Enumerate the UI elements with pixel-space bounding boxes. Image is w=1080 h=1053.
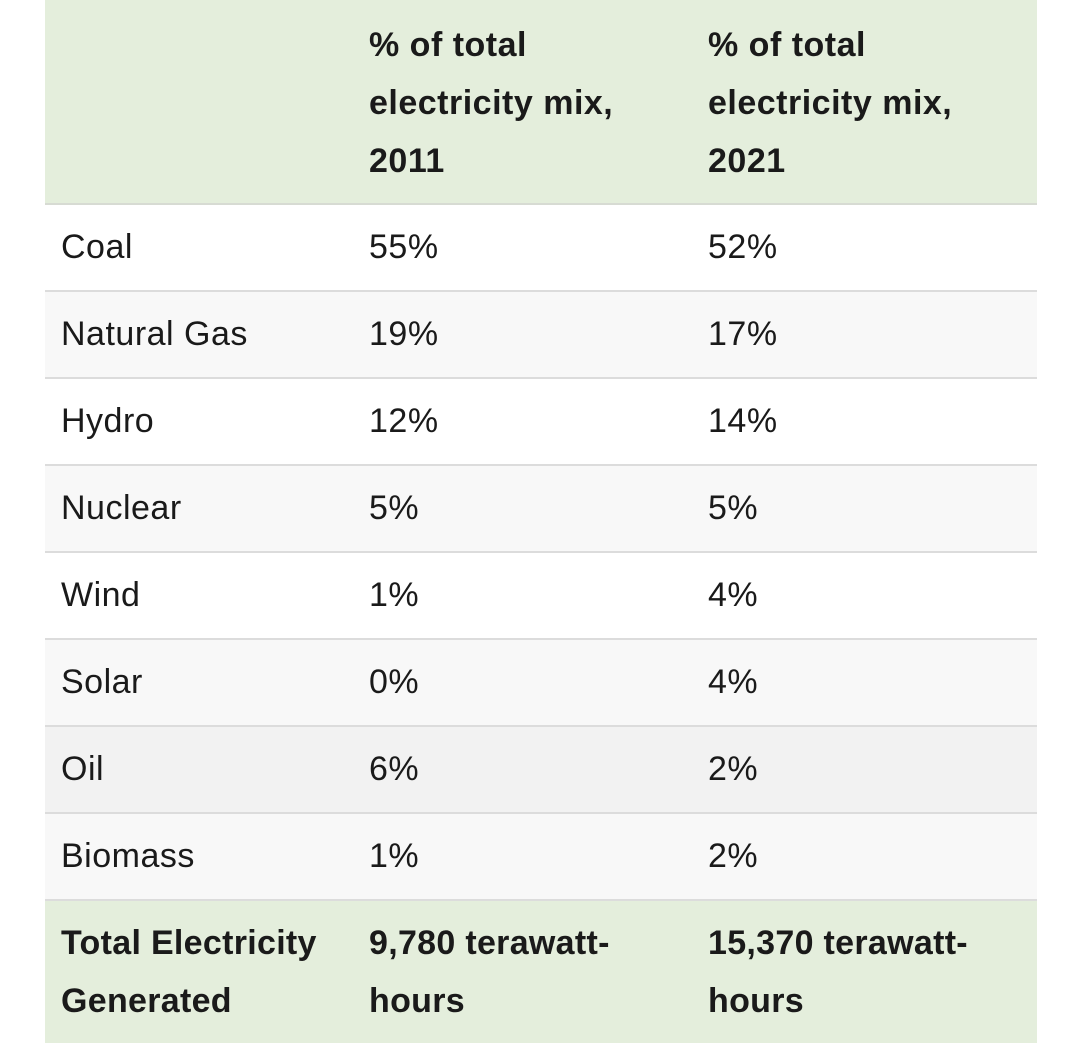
- source-cell: Biomass: [61, 837, 195, 875]
- value-2021-cell: 17%: [708, 315, 778, 353]
- header-row: % of total electricity mix, 2011 % of to…: [45, 0, 1037, 205]
- value-2011-cell: 0%: [369, 663, 420, 701]
- table-header: % of total electricity mix, 2011 % of to…: [45, 0, 1037, 205]
- source-cell: Hydro: [61, 402, 155, 440]
- table-footer: Total Electricity Generated 9,780 terawa…: [45, 900, 1037, 1043]
- total-row: Total Electricity Generated 9,780 terawa…: [45, 900, 1037, 1043]
- table-body: Coal 55% 52% Natural Gas 19% 17% Hydro 1…: [45, 204, 1037, 900]
- header-2021-label: % of total electricity mix, 2021: [708, 26, 953, 180]
- source-cell: Oil: [61, 750, 105, 788]
- header-2011-label: % of total electricity mix, 2011: [369, 26, 614, 180]
- total-2021-cell: 15,370 terawatt-hours: [708, 924, 968, 1020]
- value-2021-cell: 52%: [708, 228, 778, 266]
- source-cell: Wind: [61, 576, 141, 614]
- source-cell: Solar: [61, 663, 143, 701]
- header-cell-2021: % of total electricity mix, 2021: [692, 0, 1037, 205]
- value-2021-cell: 5%: [708, 489, 759, 527]
- header-cell-2011: % of total electricity mix, 2011: [353, 0, 692, 205]
- value-2011-cell: 6%: [369, 750, 420, 788]
- table-row: Natural Gas 19% 17%: [45, 291, 1037, 378]
- source-cell: Natural Gas: [61, 315, 248, 353]
- source-cell: Coal: [61, 228, 133, 266]
- table-row: Biomass 1% 2%: [45, 813, 1037, 900]
- table-row: Coal 55% 52%: [45, 204, 1037, 291]
- header-cell-source: [45, 0, 353, 205]
- table-row: Wind 1% 4%: [45, 552, 1037, 639]
- source-cell: Nuclear: [61, 489, 182, 527]
- table-row: Solar 0% 4%: [45, 639, 1037, 726]
- value-2011-cell: 19%: [369, 315, 439, 353]
- value-2011-cell: 55%: [369, 228, 439, 266]
- value-2011-cell: 1%: [369, 837, 420, 875]
- table-row: Oil 6% 2%: [45, 726, 1037, 813]
- table-row: Nuclear 5% 5%: [45, 465, 1037, 552]
- value-2011-cell: 5%: [369, 489, 420, 527]
- value-2021-cell: 4%: [708, 663, 759, 701]
- value-2021-cell: 2%: [708, 750, 759, 788]
- table-row: Hydro 12% 14%: [45, 378, 1037, 465]
- total-label-cell: Total Electricity Generated: [61, 924, 317, 1020]
- value-2021-cell: 2%: [708, 837, 759, 875]
- value-2021-cell: 4%: [708, 576, 759, 614]
- total-2011-cell: 9,780 terawatt-hours: [369, 924, 610, 1020]
- value-2021-cell: 14%: [708, 402, 778, 440]
- value-2011-cell: 1%: [369, 576, 420, 614]
- electricity-mix-table: % of total electricity mix, 2011 % of to…: [45, 0, 1037, 1043]
- value-2011-cell: 12%: [369, 402, 439, 440]
- electricity-mix-table-container: % of total electricity mix, 2011 % of to…: [45, 0, 1037, 1043]
